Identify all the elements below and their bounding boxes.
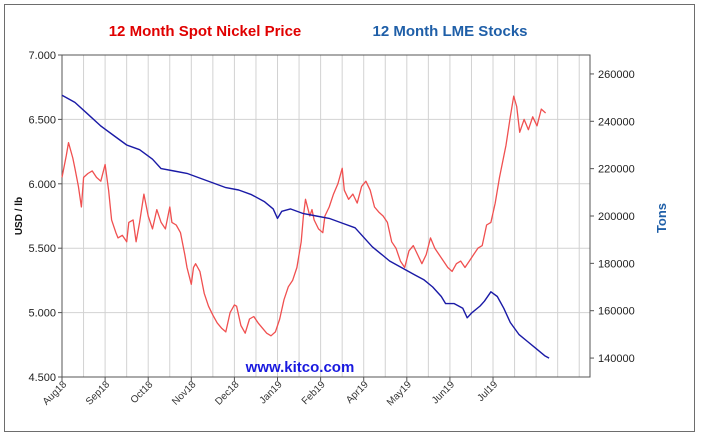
x-tick-label: Jan19 [258,379,285,406]
left-tick-label: 6.500 [28,114,56,126]
chart-frame [4,4,695,432]
left-tick-label: 4.500 [28,372,56,384]
x-tick-label: Sep18 [84,379,113,408]
right-tick-label: 260000 [598,69,635,81]
lme-stocks-line [61,94,550,359]
left-axis-ticks: 4.500 5.000 5.500 6.000 6.500 7.000 [28,50,62,384]
left-tick-label: 6.000 [28,179,56,191]
x-tick-label: Feb19 [300,379,328,407]
left-tick-label: 7.000 [28,50,56,62]
left-tick-label: 5.000 [28,308,56,320]
left-tick-label: 5.500 [28,243,56,255]
x-tick-label: Nov18 [170,379,199,408]
series-layer [61,94,550,359]
x-tick-label: Jun19 [430,379,457,406]
right-tick-label: 240000 [598,116,635,128]
x-tick-label: Jul19 [475,379,500,404]
chart-title-left: 12 Month Spot Nickel Price [109,23,302,40]
watermark: www.kitco.com [245,359,355,376]
right-tick-label: 200000 [598,211,635,223]
x-tick-label: Dec18 [213,379,242,408]
x-tick-label: Oct18 [129,379,156,406]
y-axis-label-left: USD / lb [14,197,25,235]
chart-title-right: 12 Month LME Stocks [372,23,527,40]
right-tick-label: 160000 [598,306,635,318]
right-axis-ticks: 140000 160000 180000 200000 220000 240000 2600… [590,69,635,365]
y-axis-label-right: Tons [654,203,669,233]
right-tick-label: 140000 [598,353,635,365]
nickel-price-line [61,95,547,337]
x-tick-label: May19 [385,379,414,408]
x-tick-label: Apr19 [344,379,371,406]
x-axis-ticks: Aug18 Sep18 Oct18 Nov18 Dec18 Jan19 Feb19 Apr19… [41,377,500,408]
right-tick-label: 180000 [598,258,635,270]
right-tick-label: 220000 [598,164,635,176]
